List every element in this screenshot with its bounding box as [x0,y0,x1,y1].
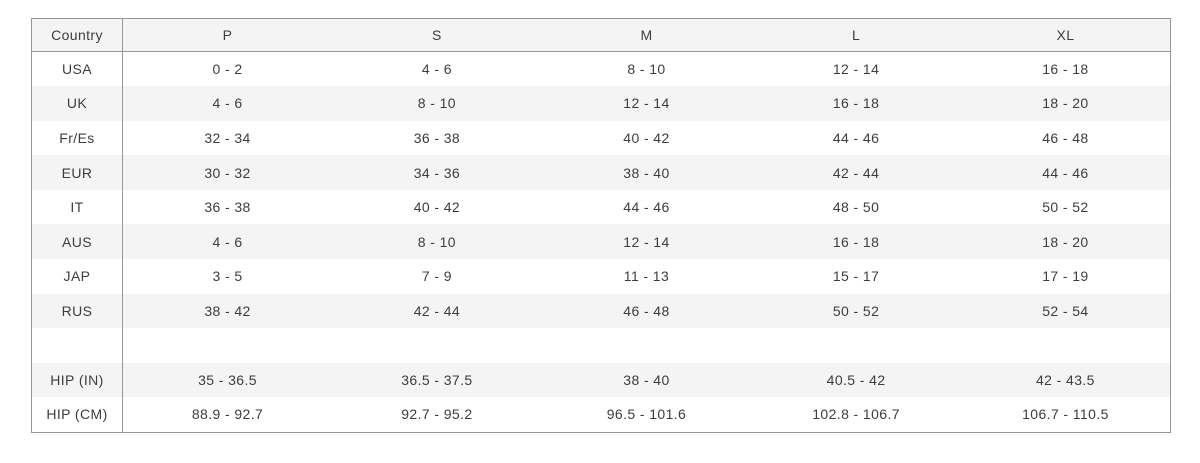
size-value-cell [542,328,752,363]
header-row: Country P S M L XL [31,18,1171,52]
size-value-cell: 36.5 - 37.5 [401,372,473,389]
size-value-cell: 42 - 43.5 [1036,372,1095,389]
size-value-cell: 18 - 20 [1042,95,1089,112]
size-value-cell: 96.5 - 101.6 [606,406,687,423]
row-label-cell: AUS [31,224,123,260]
size-value-cell: 48 - 50 [832,199,880,216]
size-value-cell: 8 - 10 [627,61,666,78]
row-label-cell: RUS [31,293,123,329]
size-value-cell: 4 - 6 [212,95,243,112]
row-label-cell [31,328,123,363]
size-value-cell: 40 - 42 [413,199,461,216]
header-cell-m: M [541,18,752,52]
table-header: Country P S M L XL [31,18,1171,52]
size-value-cell: 8 - 10 [417,233,456,250]
size-value-cell: 7 - 9 [421,268,452,285]
row-label-cell: USA [31,51,123,87]
size-value-cell: 40.5 - 42 [826,372,886,389]
table-row-spacer [31,328,1171,363]
size-value-cell: 16 - 18 [832,95,880,112]
size-value-cell: 46 - 48 [1042,129,1089,146]
table-row-it: IT 36 - 38 40 - 42 44 - 46 48 - 50 50 - … [31,189,1171,225]
size-value-cell: 15 - 17 [832,268,880,285]
size-value-cell: 12 - 14 [623,95,670,112]
table-row-jap: JAP 3 - 5 7 - 9 11 - 13 15 - 17 17 - 19 [31,259,1171,294]
header-cell-s: S [332,18,542,52]
size-value-cell: 88.9 - 92.7 [191,406,264,423]
size-value-cell: 16 - 18 [832,233,880,250]
size-value-cell: 38 - 42 [204,302,251,319]
size-value-cell: 106.7 - 110.5 [1022,406,1109,423]
size-value-cell: 42 - 44 [413,302,461,319]
header-cell-xl: XL [960,18,1171,52]
size-value-cell [751,328,961,363]
size-value-cell: 36 - 38 [204,199,251,216]
row-label-cell: IT [31,189,123,225]
size-value-cell: 11 - 13 [623,268,670,285]
size-value-cell: 102.8 - 106.7 [812,406,900,423]
size-chart-container: Country P S M L XL USA 0 - 2 4 - 6 8 - 1… [31,18,1171,433]
table-row-usa: USA 0 - 2 4 - 6 8 - 10 12 - 14 16 - 18 [31,51,1171,87]
size-value-cell: 12 - 14 [832,61,880,78]
size-value-cell: 38 - 40 [623,164,670,181]
size-value-cell: 40 - 42 [623,129,670,146]
size-value-cell: 0 - 2 [212,61,243,78]
table-body: USA 0 - 2 4 - 6 8 - 10 12 - 14 16 - 18 U… [31,51,1171,433]
table-row-hip-in: HIP (IN) 35 - 36.5 36.5 - 37.5 38 - 40 4… [31,362,1171,398]
size-value-cell: 46 - 48 [623,302,670,319]
size-value-cell: 16 - 18 [1042,61,1089,78]
header-cell-country: Country [31,18,123,52]
size-value-cell: 34 - 36 [413,164,461,181]
table-row-hip-cm: HIP (CM) 88.9 - 92.7 92.7 - 95.2 96.5 - … [31,397,1171,433]
size-value-cell: 36 - 38 [413,129,461,146]
size-value-cell: 52 - 54 [1042,302,1089,319]
size-value-cell: 44 - 46 [832,129,880,146]
size-value-cell: 50 - 52 [1042,199,1089,216]
row-label-cell: EUR [31,155,123,190]
size-value-cell [123,328,333,363]
size-value-cell [332,328,542,363]
row-label-cell: JAP [31,259,123,294]
row-label-cell: Fr/Es [31,120,123,156]
size-chart-table: Country P S M L XL USA 0 - 2 4 - 6 8 - 1… [31,18,1171,433]
size-value-cell: 30 - 32 [204,164,251,181]
size-value-cell [961,328,1171,363]
table-row-rus: RUS 38 - 42 42 - 44 46 - 48 50 - 52 52 -… [31,293,1171,329]
size-value-cell: 44 - 46 [1042,164,1089,181]
size-value-cell: 42 - 44 [832,164,880,181]
size-value-cell: 92.7 - 95.2 [401,406,473,423]
size-value-cell: 38 - 40 [623,372,670,389]
size-value-cell: 4 - 6 [212,233,243,250]
size-value-cell: 50 - 52 [832,302,880,319]
size-value-cell: 12 - 14 [623,233,670,250]
size-value-cell: 35 - 36.5 [198,372,257,389]
row-label-cell: UK [31,86,123,121]
size-value-cell: 3 - 5 [212,268,243,285]
table-row-fres: Fr/Es 32 - 34 36 - 38 40 - 42 44 - 46 46… [31,120,1171,156]
row-label-cell: HIP (IN) [31,362,123,398]
size-value-cell: 17 - 19 [1042,268,1089,285]
size-value-cell: 8 - 10 [417,95,456,112]
size-value-cell: 44 - 46 [623,199,670,216]
size-value-cell: 18 - 20 [1042,233,1089,250]
row-label-cell: HIP (CM) [31,397,123,433]
table-row-aus: AUS 4 - 6 8 - 10 12 - 14 16 - 18 18 - 20 [31,224,1171,260]
size-value-cell: 32 - 34 [204,129,251,146]
table-row-eur: EUR 30 - 32 34 - 36 38 - 40 42 - 44 44 -… [31,155,1171,190]
header-cell-p: P [122,18,333,52]
size-value-cell: 4 - 6 [421,61,452,78]
header-cell-l: L [751,18,961,52]
table-row-uk: UK 4 - 6 8 - 10 12 - 14 16 - 18 18 - 20 [31,86,1171,121]
